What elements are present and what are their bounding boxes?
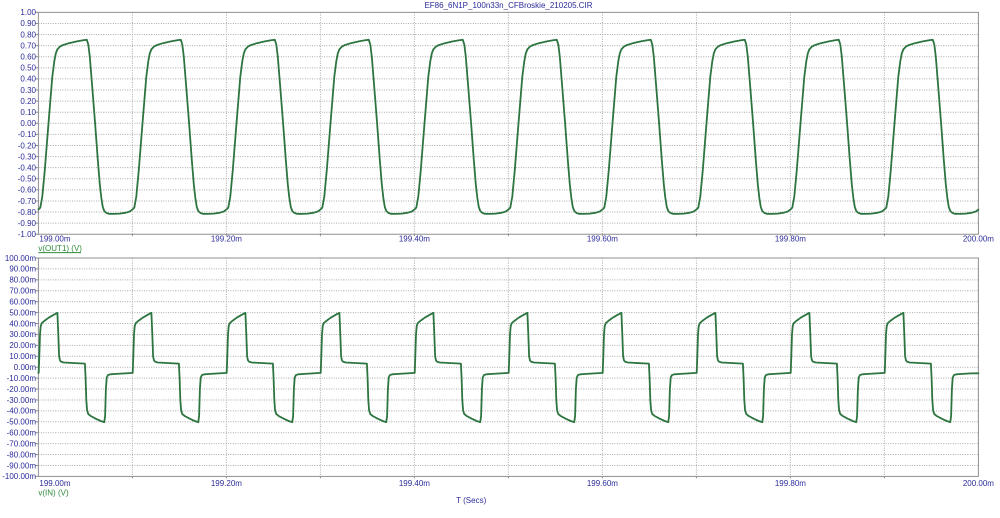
svg-text:-80.00m: -80.00m bbox=[7, 450, 37, 459]
svg-text:-40.00m: -40.00m bbox=[7, 407, 37, 416]
svg-text:1.00: 1.00 bbox=[20, 8, 36, 17]
svg-text:90.00m: 90.00m bbox=[9, 265, 36, 274]
svg-text:199.00m: 199.00m bbox=[39, 234, 70, 243]
svg-text:199.80m: 199.80m bbox=[775, 234, 806, 243]
svg-text:20.00m: 20.00m bbox=[9, 341, 36, 350]
svg-text:100.00m: 100.00m bbox=[5, 254, 36, 263]
svg-text:-1.00: -1.00 bbox=[18, 230, 37, 239]
svg-text:199.60m: 199.60m bbox=[587, 479, 618, 488]
svg-text:0.00: 0.00 bbox=[20, 119, 36, 128]
svg-text:-0.60: -0.60 bbox=[18, 186, 37, 195]
svg-text:-0.30: -0.30 bbox=[18, 152, 37, 161]
svg-text:-0.10: -0.10 bbox=[18, 130, 37, 139]
svg-text:EF86_6N1P_100n33n_CFBroskie_21: EF86_6N1P_100n33n_CFBroskie_210205.CIR bbox=[424, 1, 592, 10]
svg-text:199.00m: 199.00m bbox=[39, 479, 70, 488]
svg-text:v(OUT1) (V): v(OUT1) (V) bbox=[38, 244, 82, 253]
svg-text:-70.00m: -70.00m bbox=[7, 439, 37, 448]
svg-text:10.00m: 10.00m bbox=[9, 352, 36, 361]
svg-text:-0.40: -0.40 bbox=[18, 163, 37, 172]
svg-text:200.00m: 200.00m bbox=[963, 234, 994, 243]
svg-text:199.40m: 199.40m bbox=[399, 234, 430, 243]
svg-text:-100.00m: -100.00m bbox=[2, 472, 36, 481]
svg-text:199.40m: 199.40m bbox=[399, 479, 430, 488]
svg-text:70.00m: 70.00m bbox=[9, 287, 36, 296]
svg-text:199.80m: 199.80m bbox=[775, 479, 806, 488]
svg-text:-50.00m: -50.00m bbox=[7, 418, 37, 427]
svg-text:0.80: 0.80 bbox=[20, 30, 36, 39]
svg-text:199.20m: 199.20m bbox=[211, 234, 242, 243]
svg-text:0.30: 0.30 bbox=[20, 86, 36, 95]
svg-text:199.20m: 199.20m bbox=[211, 479, 242, 488]
svg-text:-10.00m: -10.00m bbox=[7, 374, 37, 383]
svg-text:-0.90: -0.90 bbox=[18, 219, 37, 228]
svg-text:-20.00m: -20.00m bbox=[7, 385, 37, 394]
svg-text:-0.20: -0.20 bbox=[18, 141, 37, 150]
svg-text:80.00m: 80.00m bbox=[9, 276, 36, 285]
svg-text:0.20: 0.20 bbox=[20, 97, 36, 106]
svg-text:-90.00m: -90.00m bbox=[7, 461, 37, 470]
svg-text:199.60m: 199.60m bbox=[587, 234, 618, 243]
svg-text:0.90: 0.90 bbox=[20, 19, 36, 28]
svg-text:0.40: 0.40 bbox=[20, 75, 36, 84]
svg-text:0.70: 0.70 bbox=[20, 41, 36, 50]
svg-text:0.10: 0.10 bbox=[20, 108, 36, 117]
svg-text:v(IN) (V): v(IN) (V) bbox=[38, 489, 69, 498]
svg-text:60.00m: 60.00m bbox=[9, 297, 36, 306]
svg-text:T (Secs): T (Secs) bbox=[456, 496, 486, 505]
svg-text:-30.00m: -30.00m bbox=[7, 396, 37, 405]
svg-text:-0.70: -0.70 bbox=[18, 197, 37, 206]
svg-text:0.60: 0.60 bbox=[20, 53, 36, 62]
svg-text:30.00m: 30.00m bbox=[9, 330, 36, 339]
svg-text:50.00m: 50.00m bbox=[9, 308, 36, 317]
svg-text:-0.80: -0.80 bbox=[18, 208, 37, 217]
svg-text:0.50: 0.50 bbox=[20, 64, 36, 73]
svg-text:-60.00m: -60.00m bbox=[7, 429, 37, 438]
svg-text:40.00m: 40.00m bbox=[9, 319, 36, 328]
svg-text:-0.50: -0.50 bbox=[18, 175, 37, 184]
svg-text:200.00m: 200.00m bbox=[963, 479, 994, 488]
svg-text:0.00m: 0.00m bbox=[14, 363, 37, 372]
